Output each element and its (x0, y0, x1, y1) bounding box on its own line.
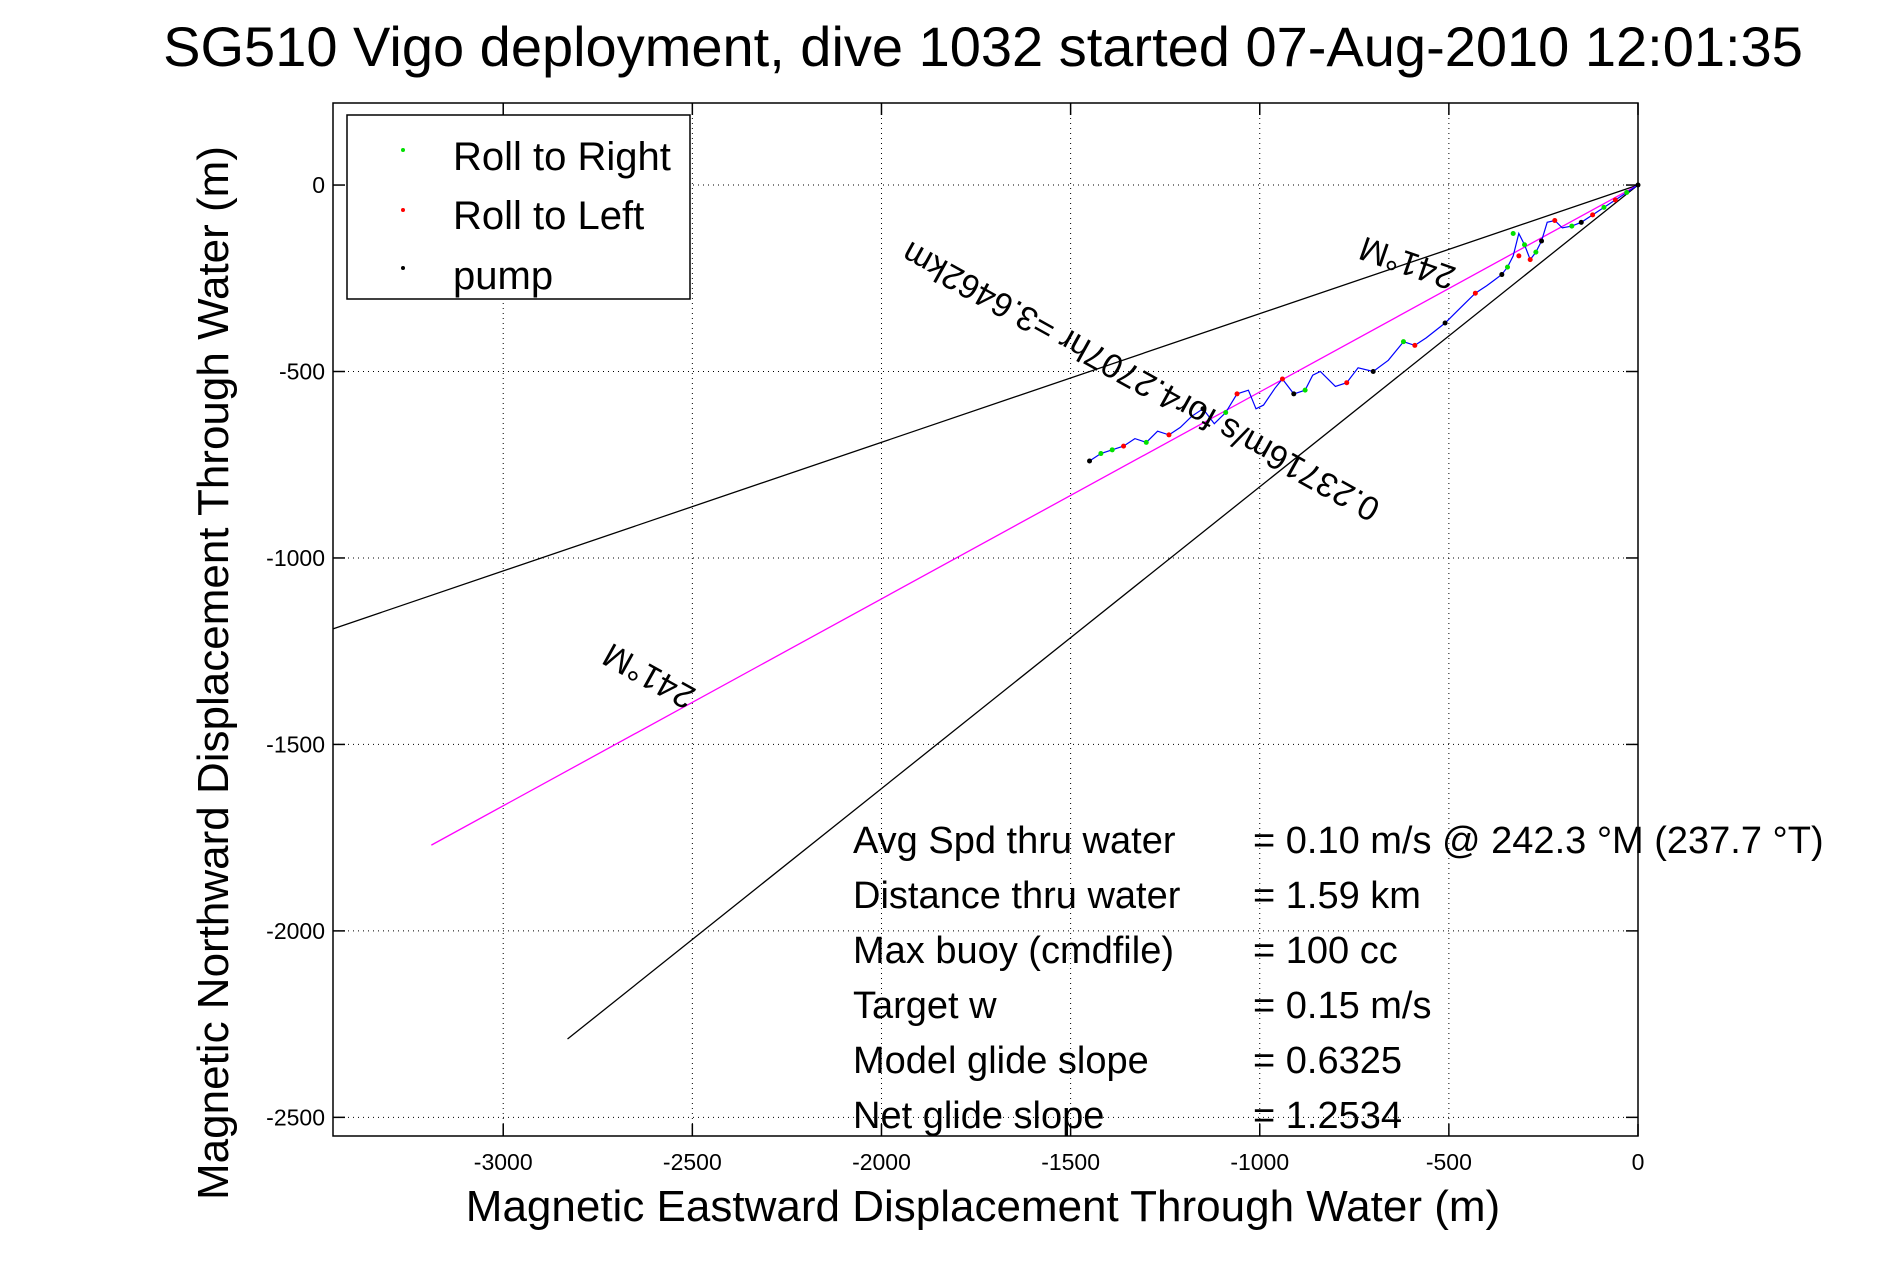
marker-pump (1499, 272, 1505, 278)
stat-value-model-glide: = 0.6325 (1253, 1040, 1402, 1082)
grid (333, 103, 1638, 1136)
marker-roll-right (1223, 410, 1229, 416)
stat-label-avg-speed: Avg Spd thru water (853, 820, 1176, 862)
legend-entry-roll-left: Roll to Left (401, 194, 644, 238)
marker-pump (1200, 406, 1206, 412)
legend-entry-roll-right: Roll to Right (401, 135, 671, 179)
marker-roll-right (1510, 231, 1516, 237)
marker-pump (1442, 320, 1448, 326)
marker-roll-right (1505, 264, 1510, 270)
marker-roll-right (1522, 242, 1528, 248)
marker-roll-right (1400, 339, 1406, 345)
stat-label-net-glide: Net glide slope (853, 1095, 1104, 1137)
stat-label-distance: Distance thru water (853, 875, 1181, 917)
marker-roll-left (1234, 391, 1240, 397)
legend-label-pump: pump (453, 254, 553, 298)
y-tick-label: -500 (279, 359, 325, 385)
marker-roll-left (1166, 432, 1172, 438)
legend-label-roll-left: Roll to Left (453, 194, 644, 238)
series-group (1089, 184, 1639, 462)
x-tick-label: 0 (1632, 1149, 1645, 1175)
x-tick-label: -1000 (1230, 1149, 1289, 1175)
marker-roll-left (1612, 197, 1618, 203)
legend-entry-pump: pump (401, 254, 553, 298)
marker-roll-right (1143, 439, 1149, 445)
stats-annotations: Avg Spd thru water = 0.10 m/s @ 242.3 °M… (853, 820, 1824, 1137)
marker-roll-left (1516, 253, 1522, 259)
reference-line-1 (332, 184, 1639, 630)
marker-pump (1539, 238, 1545, 244)
marker-roll-right (1569, 223, 1575, 229)
marker-pump (1578, 219, 1584, 225)
stat-label-model-glide: Model glide slope (853, 1040, 1149, 1082)
marker-roll-left (1472, 290, 1478, 296)
marker-pump (1087, 458, 1093, 464)
y-tick-label: -1000 (266, 545, 325, 571)
y-tick-label: 0 (312, 172, 325, 198)
y-tick-label: -1500 (266, 731, 325, 757)
plot-frame (332, 102, 1639, 1137)
marker-roll-left (1590, 212, 1596, 218)
stat-value-avg-speed: = 0.10 m/s @ 242.3 °M (237.7 °T) (1253, 820, 1824, 862)
marker-roll-right (1533, 249, 1539, 255)
marker-roll-left (1527, 257, 1533, 263)
x-tick-label: -2000 (852, 1149, 911, 1175)
track-series-line (1089, 184, 1639, 462)
stat-value-net-glide: = 1.2534 (1253, 1095, 1402, 1137)
x-tick-label: -500 (1426, 1149, 1472, 1175)
markers-group (1087, 182, 1641, 464)
legend: Roll to Right Roll to Left pump (346, 114, 691, 300)
marker-roll-left (1279, 376, 1285, 382)
reference-line-2 (567, 184, 1639, 1040)
ticks-group: -3000 -2500 -2000 -1500 -1000 -500 0 0 -500 -1000… (266, 103, 1644, 1175)
x-tick-label: -2500 (663, 1149, 722, 1175)
marker-roll-right (1098, 451, 1104, 457)
y-axis-label: Magnetic Northward Displacement Through … (189, 146, 238, 1200)
marker-roll-left (1344, 380, 1350, 386)
marker-roll-left (1121, 443, 1127, 449)
marker-roll-left (1412, 342, 1418, 348)
x-tick-label: -3000 (474, 1149, 533, 1175)
legend-marker-roll-left (401, 208, 405, 212)
x-tick-label: -1500 (1041, 1149, 1100, 1175)
y-tick-label: -2000 (266, 918, 325, 944)
legend-marker-pump (401, 266, 405, 270)
marker-pump (1291, 391, 1297, 397)
marker-roll-right (1624, 190, 1630, 196)
marker-roll-left (1552, 217, 1558, 223)
reference-lines (332, 184, 1639, 1040)
marker-roll-right (1601, 204, 1607, 210)
legend-label-roll-right: Roll to Right (453, 135, 671, 179)
stat-label-max-buoy: Max buoy (cmdfile) (853, 930, 1174, 972)
reference-line-3 (431, 184, 1639, 846)
y-tick-label: -2500 (266, 1104, 325, 1130)
stat-value-distance: = 1.59 km (1253, 875, 1421, 917)
chart-title: SG510 Vigo deployment, dive 1032 started… (163, 15, 1803, 78)
marker-roll-right (1302, 387, 1308, 393)
marker-roll-right (1109, 447, 1115, 453)
x-axis-label: Magnetic Eastward Displacement Through W… (466, 1182, 1500, 1231)
marker-pump (1370, 369, 1376, 375)
stat-value-target-w: = 0.15 m/s (1253, 985, 1431, 1027)
stat-value-max-buoy: = 100 cc (1253, 930, 1398, 972)
stat-label-target-w: Target w (853, 985, 997, 1027)
legend-marker-roll-right (401, 148, 405, 152)
